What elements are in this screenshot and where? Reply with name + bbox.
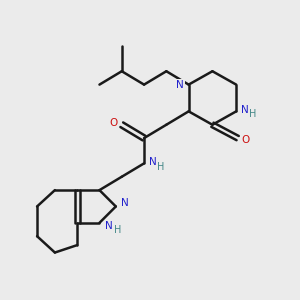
Text: N: N [148, 157, 156, 167]
Text: N: N [241, 105, 248, 115]
Text: H: H [157, 162, 164, 172]
Text: N: N [122, 199, 129, 208]
Text: N: N [176, 80, 184, 90]
Text: H: H [114, 225, 121, 235]
Text: N: N [105, 221, 113, 231]
Text: O: O [109, 118, 118, 128]
Text: H: H [249, 109, 256, 119]
Text: O: O [241, 135, 249, 145]
